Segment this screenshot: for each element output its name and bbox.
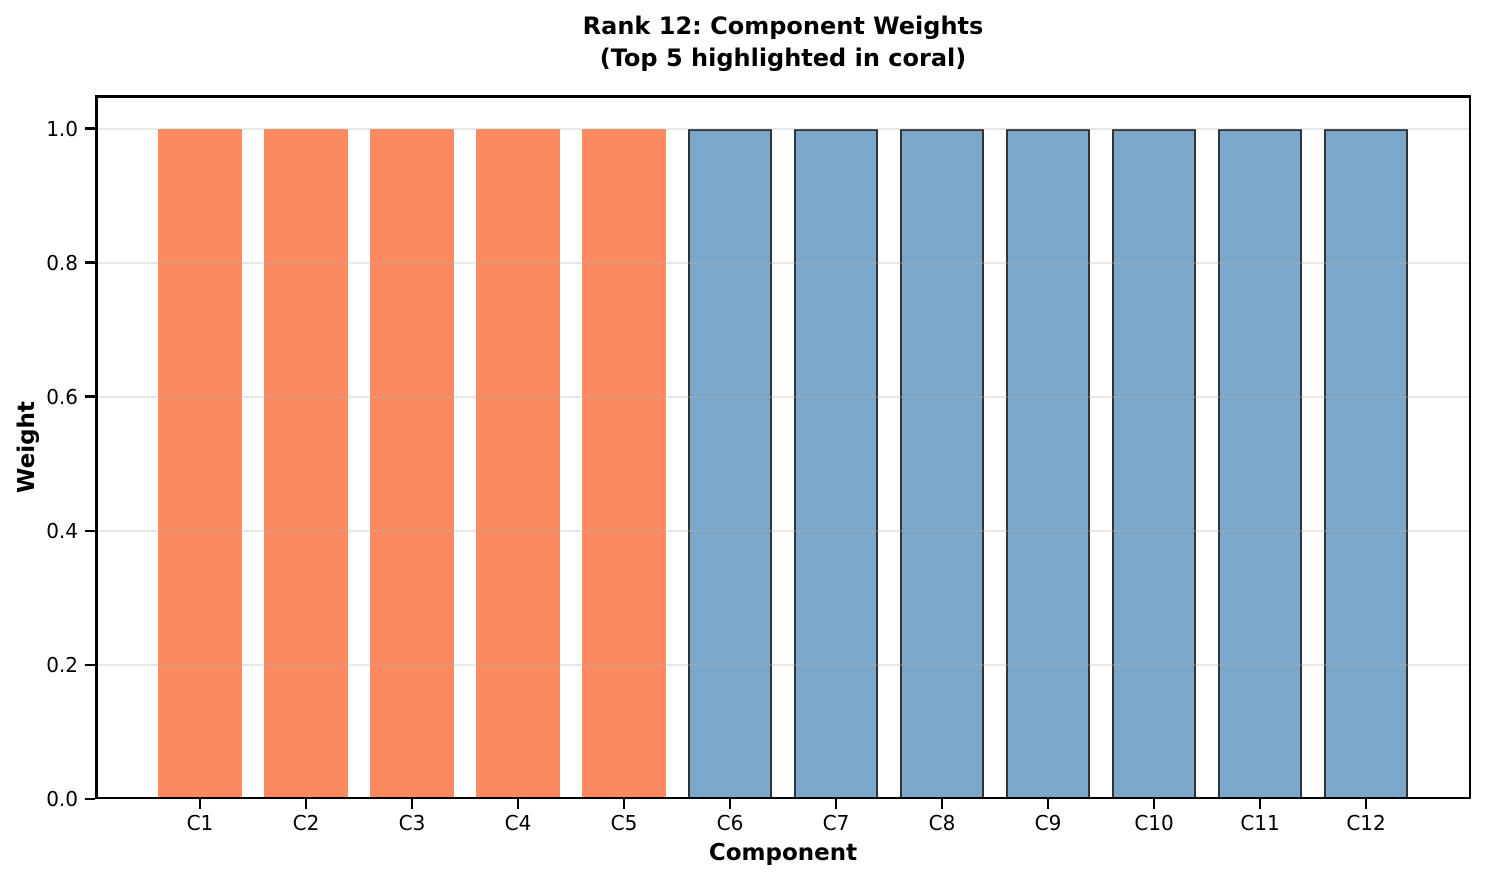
- x-tick-mark: [1046, 799, 1050, 809]
- x-tick-mark: [304, 799, 308, 809]
- bar-C7: [793, 128, 879, 799]
- bar-C4: [475, 128, 561, 799]
- x-tick-label: C9: [1034, 811, 1062, 835]
- y-gridline: [95, 395, 1471, 398]
- chart-title: Rank 12: Component Weights: [582, 12, 984, 40]
- x-tick-mark: [198, 799, 202, 809]
- x-tick-mark: [622, 799, 626, 809]
- y-tick-mark: [85, 261, 95, 264]
- x-tick-label: C11: [1240, 811, 1280, 835]
- bar-C2: [263, 128, 349, 799]
- x-tick-mark: [940, 799, 944, 809]
- x-tick-mark: [728, 799, 732, 809]
- x-tick-label: C8: [928, 811, 956, 835]
- y-tick-mark: [85, 395, 95, 398]
- bar-C1: [157, 128, 243, 799]
- bar-C11: [1217, 128, 1303, 799]
- x-tick-label: C5: [610, 811, 638, 835]
- y-tick-mark: [85, 797, 95, 801]
- x-tick-label: C7: [822, 811, 850, 835]
- y-tick-label: 0.0: [46, 787, 78, 811]
- x-tick-label: C10: [1134, 811, 1174, 835]
- y-tick-mark: [85, 127, 95, 130]
- x-tick-mark: [1258, 799, 1262, 809]
- y-gridline: [95, 127, 1471, 130]
- top-spine: [95, 95, 1471, 98]
- x-axis-label: Component: [708, 840, 858, 866]
- x-tick-mark: [410, 799, 414, 809]
- y-tick-label: 0.6: [46, 384, 78, 409]
- chart-subtitle: (Top 5 highlighted in coral): [599, 44, 967, 72]
- y-tick-mark: [85, 663, 95, 667]
- x-tick-label: C4: [504, 811, 532, 835]
- x-tick-label: C1: [186, 811, 214, 835]
- y-tick-label: 0.8: [46, 250, 78, 275]
- x-tick-mark: [1364, 799, 1368, 809]
- y-gridline: [95, 663, 1471, 666]
- y-gridline: [95, 529, 1471, 532]
- x-tick-mark: [1152, 799, 1156, 809]
- x-tick-mark: [834, 799, 838, 809]
- y-tick-label: 0.4: [46, 518, 78, 543]
- x-tick-label: C2: [292, 811, 320, 835]
- bar-C8: [899, 128, 985, 799]
- y-tick-mark: [85, 529, 95, 533]
- x-tick-label: C3: [398, 811, 426, 835]
- x-tick-label: C12: [1346, 811, 1386, 835]
- y-axis-line: [95, 95, 98, 799]
- y-axis-label: Weight: [14, 401, 40, 493]
- x-axis-line: [95, 796, 1471, 799]
- bar-C6: [687, 128, 773, 799]
- x-tick-mark: [516, 799, 520, 809]
- bar-C10: [1111, 128, 1197, 799]
- bar-C5: [581, 128, 667, 799]
- x-tick-label: C6: [716, 811, 744, 835]
- y-tick-label: 0.2: [46, 652, 78, 677]
- right-spine: [1468, 95, 1471, 799]
- bar-C3: [369, 128, 455, 799]
- plot-area: 0.0 0.2 0.4 0.6 0.8 1.0 C1 C2 C3 C4 C5 C6 C7 C8 C9 C10 C…: [46, 95, 1471, 835]
- bar-C9: [1005, 128, 1091, 799]
- bar-C12: [1323, 128, 1409, 799]
- chart-title-block: Rank 12: Component Weights (Top 5 highli…: [95, 10, 1471, 74]
- y-gridline: [95, 261, 1471, 264]
- y-tick-label: 1.0: [46, 116, 78, 141]
